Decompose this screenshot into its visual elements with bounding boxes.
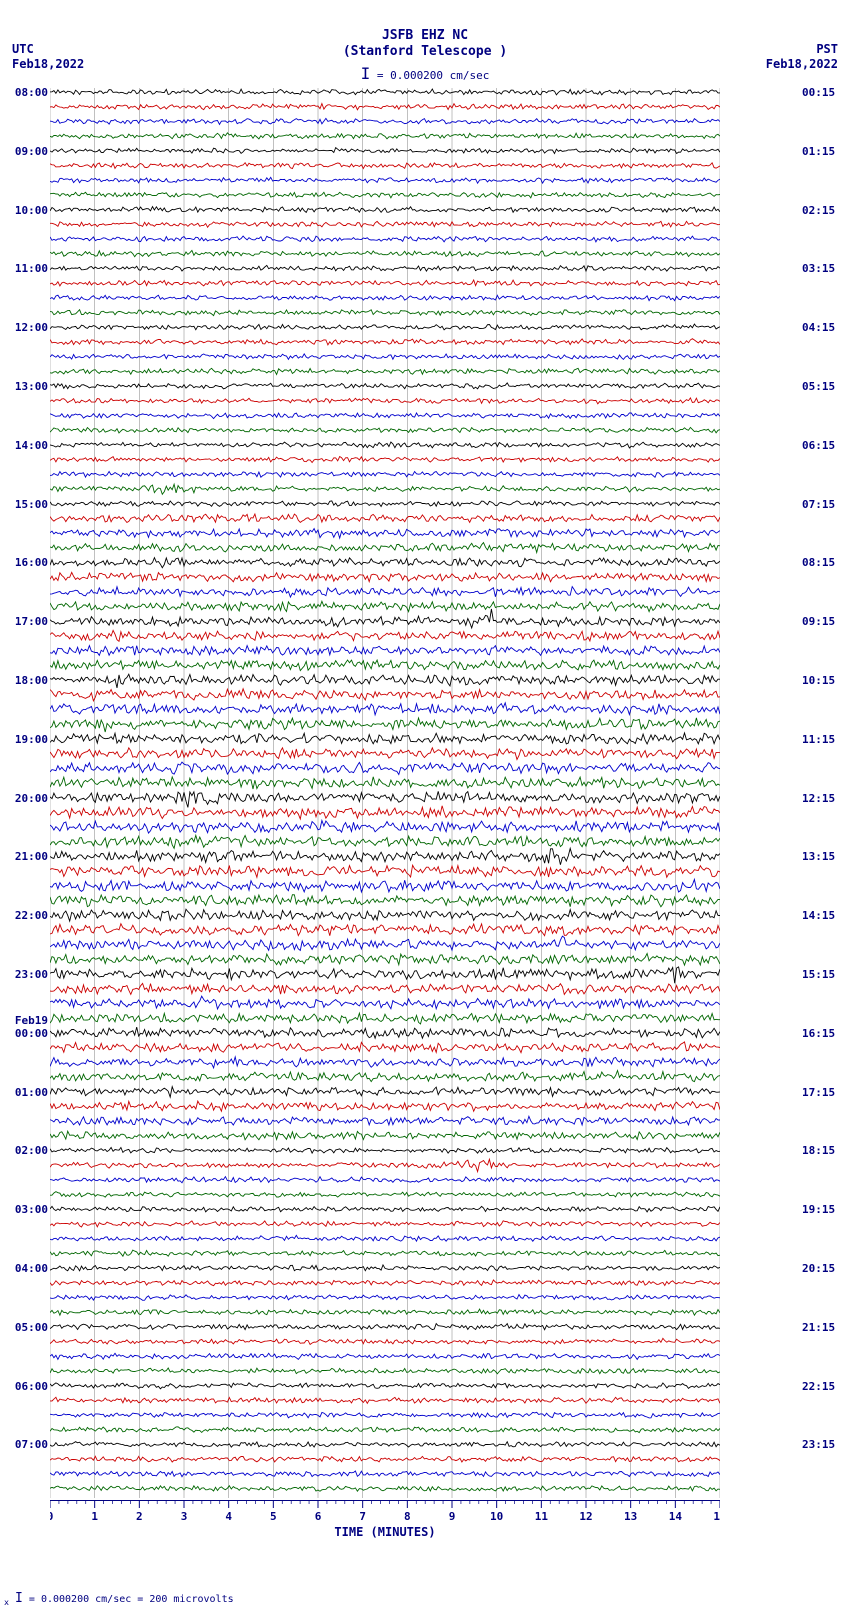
x-axis: 0123456789101112131415 TIME (MINUTES) bbox=[50, 1500, 720, 1550]
utc-hour-label: 01:00 bbox=[6, 1086, 48, 1099]
utc-hour-label: 12:00 bbox=[6, 321, 48, 334]
utc-hour-label: 20:00 bbox=[6, 792, 48, 805]
pst-hour-label: 22:15 bbox=[802, 1380, 844, 1393]
pst-hour-label: 10:15 bbox=[802, 674, 844, 687]
svg-text:12: 12 bbox=[579, 1510, 592, 1523]
utc-hour-label: 07:00 bbox=[6, 1438, 48, 1451]
pst-hour-label: 02:15 bbox=[802, 204, 844, 217]
svg-text:7: 7 bbox=[359, 1510, 366, 1523]
utc-hour-label: 00:00 bbox=[6, 1027, 48, 1040]
tz-left-label: UTC bbox=[12, 42, 34, 56]
utc-hour-label: 03:00 bbox=[6, 1203, 48, 1216]
svg-text:11: 11 bbox=[535, 1510, 549, 1523]
date-right-label: Feb18,2022 bbox=[766, 57, 838, 71]
pst-hour-label: 16:15 bbox=[802, 1027, 844, 1040]
svg-text:1: 1 bbox=[91, 1510, 98, 1523]
pst-hour-label: 09:15 bbox=[802, 615, 844, 628]
station-subtitle: (Stanford Telescope ) bbox=[0, 44, 850, 59]
utc-hour-label: 15:00 bbox=[6, 498, 48, 511]
svg-text:9: 9 bbox=[449, 1510, 456, 1523]
scale-label: I = 0.000200 cm/sec bbox=[0, 64, 850, 83]
pst-hour-label: 20:15 bbox=[802, 1262, 844, 1275]
seismogram-container: JSFB EHZ NC (Stanford Telescope ) I = 0.… bbox=[0, 0, 850, 1613]
pst-hour-label: 05:15 bbox=[802, 380, 844, 393]
svg-text:8: 8 bbox=[404, 1510, 411, 1523]
svg-text:10: 10 bbox=[490, 1510, 503, 1523]
svg-text:4: 4 bbox=[225, 1510, 232, 1523]
date-left-label: Feb18,2022 bbox=[12, 57, 84, 71]
svg-text:0: 0 bbox=[50, 1510, 53, 1523]
pst-hour-label: 12:15 bbox=[802, 792, 844, 805]
pst-hour-label: 06:15 bbox=[802, 439, 844, 452]
right-time-labels: 00:15 01:15 02:15 03:15 04:15 05:15 06:15 07:15… bbox=[802, 88, 844, 1498]
utc-hour-label: 18:00 bbox=[6, 674, 48, 687]
pst-hour-label: 23:15 bbox=[802, 1438, 844, 1451]
svg-text:6: 6 bbox=[315, 1510, 322, 1523]
utc-hour-label: 11:00 bbox=[6, 262, 48, 275]
pst-hour-label: 15:15 bbox=[802, 968, 844, 981]
pst-hour-label: 18:15 bbox=[802, 1144, 844, 1157]
pst-hour-label: 04:15 bbox=[802, 321, 844, 334]
pst-hour-label: 14:15 bbox=[802, 909, 844, 922]
utc-hour-label: 10:00 bbox=[6, 204, 48, 217]
pst-hour-label: 11:15 bbox=[802, 733, 844, 746]
pst-hour-label: 13:15 bbox=[802, 850, 844, 863]
utc-hour-label: 17:00 bbox=[6, 615, 48, 628]
pst-hour-label: 21:15 bbox=[802, 1321, 844, 1334]
utc-hour-label: 16:00 bbox=[6, 556, 48, 569]
utc-hour-label: 22:00 bbox=[6, 909, 48, 922]
helicorder-plot bbox=[50, 88, 720, 1498]
utc-hour-label: 09:00 bbox=[6, 145, 48, 158]
pst-hour-label: 19:15 bbox=[802, 1203, 844, 1216]
pst-hour-label: 03:15 bbox=[802, 262, 844, 275]
pst-hour-label: 01:15 bbox=[802, 145, 844, 158]
utc-hour-label: 14:00 bbox=[6, 439, 48, 452]
left-time-labels: 08:00 09:00 10:00 11:00 12:00 13:00 14:00 15:00… bbox=[6, 88, 48, 1498]
pst-hour-label: 07:15 bbox=[802, 498, 844, 511]
svg-text:13: 13 bbox=[624, 1510, 637, 1523]
utc-date-marker: Feb19 bbox=[6, 1014, 48, 1027]
utc-hour-label: 04:00 bbox=[6, 1262, 48, 1275]
utc-hour-label: 19:00 bbox=[6, 733, 48, 746]
svg-text:3: 3 bbox=[181, 1510, 188, 1523]
utc-hour-label: 08:00 bbox=[6, 86, 48, 99]
svg-text:2: 2 bbox=[136, 1510, 143, 1523]
x-axis-label: TIME (MINUTES) bbox=[50, 1525, 720, 1539]
tz-right-label: PST bbox=[816, 42, 838, 56]
utc-hour-label: 21:00 bbox=[6, 850, 48, 863]
station-title: JSFB EHZ NC bbox=[0, 28, 850, 43]
pst-hour-label: 08:15 bbox=[802, 556, 844, 569]
utc-hour-label: 23:00 bbox=[6, 968, 48, 981]
utc-hour-label: 06:00 bbox=[6, 1380, 48, 1393]
svg-text:14: 14 bbox=[669, 1510, 683, 1523]
svg-text:5: 5 bbox=[270, 1510, 277, 1523]
svg-text:15: 15 bbox=[713, 1510, 720, 1523]
utc-hour-label: 13:00 bbox=[6, 380, 48, 393]
utc-hour-label: 02:00 bbox=[6, 1144, 48, 1157]
pst-hour-label: 00:15 bbox=[802, 86, 844, 99]
pst-hour-label: 17:15 bbox=[802, 1086, 844, 1099]
utc-hour-label: 05:00 bbox=[6, 1321, 48, 1334]
footer-scale: x I = 0.000200 cm/sec = 200 microvolts bbox=[4, 1591, 234, 1607]
